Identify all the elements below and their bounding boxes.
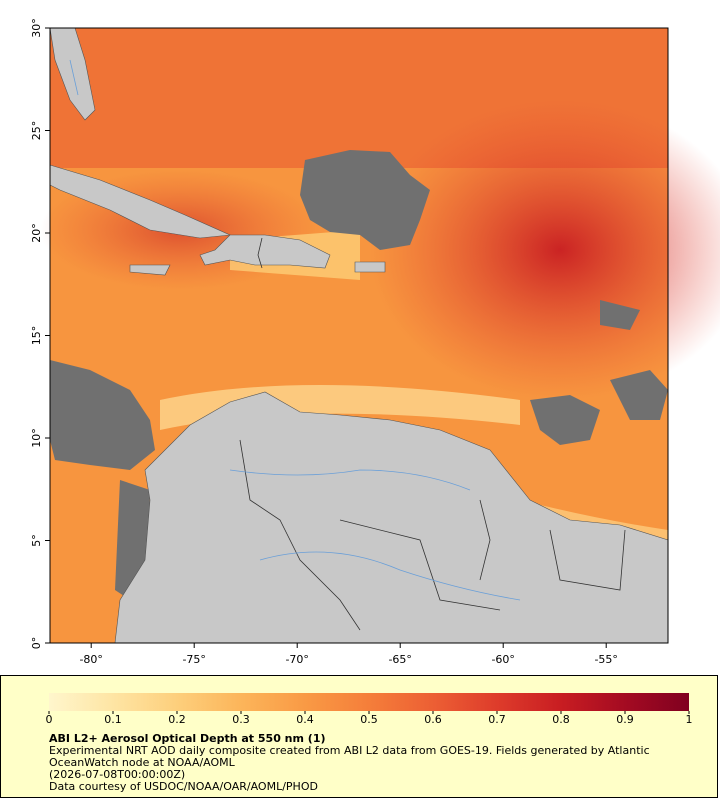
y-tick-label: 25° [30,121,43,141]
colorbar-ramp [49,693,689,711]
y-tick-label: 5° [30,534,43,547]
borders [239,237,626,631]
legend-description: Experimental NRT AOD daily composite cre… [49,744,650,769]
colorbar-tick-label: 0.3 [232,713,250,726]
y-tick-label: 0° [30,637,43,650]
colorbar-tick-label: 0.9 [616,713,634,726]
colorbar-tick-label: 0.5 [360,713,378,726]
colorbar-tick-label: 0.8 [552,713,570,726]
legend-title: ABI L2+ Aerosol Optical Depth at 550 nm … [49,732,326,745]
x-tick-label: -65° [388,653,411,666]
colorbar-tick-label: 0.2 [168,713,186,726]
colorbar-tick-label: 0.1 [104,713,122,726]
legend: 0 0.1 0.2 0.3 0.4 0.5 0.6 0.7 0.8 0.9 1 ABI L2+ Ae… [0,675,718,798]
colorbar-tick-label: 0.7 [488,713,506,726]
x-tick-label: -55° [594,653,617,666]
colorbar: 0 0.1 0.2 0.3 0.4 0.5 0.6 0.7 0.8 0.9 1 [46,693,693,726]
colorbar-tick-label: 0.6 [424,713,442,726]
clouds [50,150,668,600]
map: -80° -75° -70° -65° -60° -55° 0° 5° 10° 15° 20° 25°… [30,18,720,666]
y-tick-label: 20° [30,223,43,243]
y-tick-label: 15° [30,326,43,346]
colorbar-tick-label: 0.4 [296,713,314,726]
colorbar-tick-label: 0 [46,713,53,726]
rivers [69,59,521,601]
colorbar-tick-label: 1 [686,713,693,726]
land [49,27,669,644]
y-tick-label: 10° [30,428,43,448]
legend-timestamp: (2026-07-08T00:00:00Z) [49,768,186,781]
y-tick-label: 30° [30,18,43,38]
x-tick-label: -75° [182,653,205,666]
x-tick-label: -60° [491,653,514,666]
legend-credit: Data courtesy of USDOC/NOAA/OAR/AOML/PHO… [49,780,318,793]
x-tick-label: -70° [285,653,308,666]
x-tick-label: -80° [79,653,102,666]
